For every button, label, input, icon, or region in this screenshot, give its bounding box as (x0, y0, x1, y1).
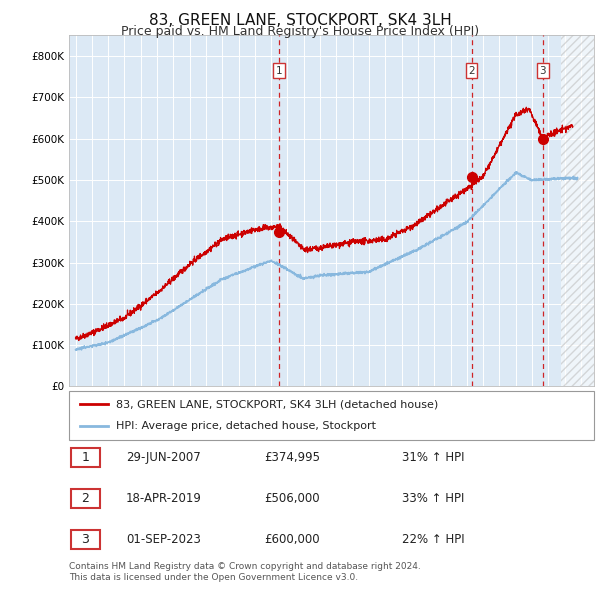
Text: 3: 3 (539, 65, 546, 76)
Text: 22% ↑ HPI: 22% ↑ HPI (402, 533, 464, 546)
FancyBboxPatch shape (69, 391, 594, 440)
Text: HPI: Average price, detached house, Stockport: HPI: Average price, detached house, Stoc… (116, 421, 376, 431)
Text: 2: 2 (468, 65, 475, 76)
Text: £374,995: £374,995 (264, 451, 320, 464)
Text: Price paid vs. HM Land Registry's House Price Index (HPI): Price paid vs. HM Land Registry's House … (121, 25, 479, 38)
Text: 29-JUN-2007: 29-JUN-2007 (126, 451, 201, 464)
Text: 2: 2 (82, 492, 89, 505)
Text: 31% ↑ HPI: 31% ↑ HPI (402, 451, 464, 464)
Text: 1: 1 (276, 65, 283, 76)
Text: 83, GREEN LANE, STOCKPORT, SK4 3LH (detached house): 83, GREEN LANE, STOCKPORT, SK4 3LH (deta… (116, 399, 439, 409)
Text: 33% ↑ HPI: 33% ↑ HPI (402, 492, 464, 505)
FancyBboxPatch shape (71, 448, 100, 467)
FancyBboxPatch shape (71, 530, 100, 549)
Text: £600,000: £600,000 (264, 533, 320, 546)
Text: 1: 1 (82, 451, 89, 464)
Text: Contains HM Land Registry data © Crown copyright and database right 2024.
This d: Contains HM Land Registry data © Crown c… (69, 562, 421, 582)
Text: 3: 3 (82, 533, 89, 546)
Bar (560, 35, 594, 386)
Text: 01-SEP-2023: 01-SEP-2023 (126, 533, 201, 546)
FancyBboxPatch shape (71, 489, 100, 508)
Text: 18-APR-2019: 18-APR-2019 (126, 492, 202, 505)
Text: £506,000: £506,000 (264, 492, 320, 505)
Text: 83, GREEN LANE, STOCKPORT, SK4 3LH: 83, GREEN LANE, STOCKPORT, SK4 3LH (149, 13, 451, 28)
